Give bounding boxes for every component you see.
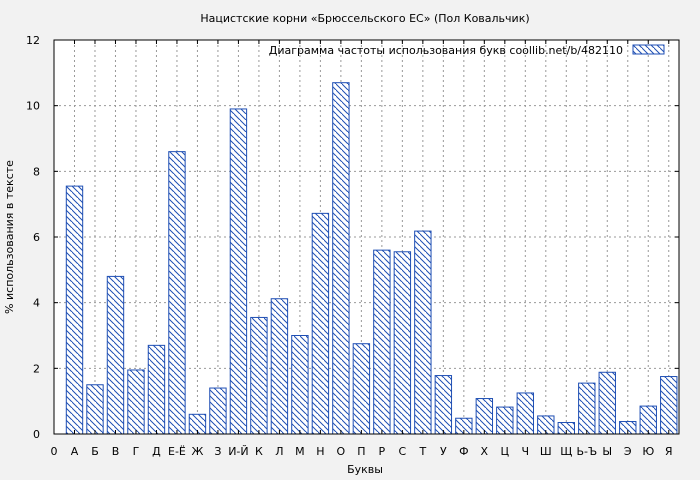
bar	[332, 82, 350, 435]
grid-lines	[54, 40, 679, 434]
x-tick-label: Ч	[522, 445, 530, 458]
legend-swatch	[632, 44, 665, 55]
x-tick-label: С	[399, 445, 407, 458]
x-tick-label: Ь-Ъ	[576, 445, 597, 458]
bar	[414, 230, 432, 435]
x-tick-label: Э	[624, 445, 632, 458]
x-tick-label: Г	[133, 445, 140, 458]
y-tick-label: 2	[33, 362, 40, 375]
bar	[291, 335, 309, 435]
bar	[209, 387, 227, 435]
y-tick-label: 12	[26, 34, 40, 47]
x-tick-label: Ф	[459, 445, 468, 458]
x-tick-label: А	[71, 445, 79, 458]
x-tick-label: Ж	[192, 445, 204, 458]
legend: Диаграмма частоты использования букв coo…	[269, 44, 665, 57]
x-tick-label: Е-Ё	[168, 445, 186, 458]
bar	[516, 392, 535, 435]
x-tick-label: О	[337, 445, 346, 458]
x-tick-label: Б	[91, 445, 99, 458]
bar	[352, 343, 371, 435]
x-tick-label: М	[295, 445, 305, 458]
bar	[311, 212, 330, 435]
bar	[434, 375, 453, 435]
bar	[127, 369, 145, 435]
chart-title: Нацистские корни «Брюссельского ЕС» (Пол…	[200, 12, 529, 25]
y-axis: 0 2 4 6 8 10 12	[26, 34, 679, 441]
x-tick-label: И-Й	[228, 445, 248, 458]
x-axis-title: Буквы	[347, 463, 383, 476]
x-tick-label: Л	[275, 445, 283, 458]
x-tick-label: 0	[51, 445, 58, 458]
x-tick-label: У	[440, 445, 447, 458]
x-tick-label: Щ	[560, 445, 572, 458]
bar	[578, 382, 596, 435]
x-tick-label: Ю	[642, 445, 654, 458]
bar	[250, 316, 268, 435]
y-tick-label: 6	[33, 231, 40, 244]
bar	[639, 405, 657, 435]
legend-label: Диаграмма частоты использования букв coo…	[269, 44, 623, 57]
x-tick-label: Я	[665, 445, 673, 458]
bar	[229, 108, 248, 435]
x-tick-label: Ш	[540, 445, 552, 458]
bar	[106, 275, 125, 435]
y-tick-label: 0	[33, 428, 40, 441]
bar	[270, 298, 289, 435]
x-tick-label: Т	[418, 445, 426, 458]
x-tick-label: Ц	[501, 445, 510, 458]
y-tick-label: 4	[33, 297, 40, 310]
x-tick-label: Р	[379, 445, 386, 458]
x-tick-label: Н	[316, 445, 324, 458]
bar	[475, 398, 494, 435]
x-tick-label: З	[214, 445, 221, 458]
bar	[393, 251, 412, 435]
x-axis: 0 А Б В Г Д Е-Ё Ж З И-Й К Л М Н О П Р С Т У Ф Х Ц Ч Ш Щ Ь-Ъ Ы Э Ю Я	[51, 40, 673, 458]
x-tick-label: Ы	[602, 445, 612, 458]
bar	[168, 151, 186, 435]
bar	[373, 249, 391, 435]
x-tick-label: Д	[152, 445, 161, 458]
x-tick-label: Х	[481, 445, 489, 458]
bar	[598, 371, 616, 435]
x-tick-label: П	[357, 445, 365, 458]
bar	[86, 384, 104, 435]
bar	[660, 376, 678, 435]
y-tick-label: 10	[26, 100, 40, 113]
x-tick-label: К	[255, 445, 263, 458]
bar	[147, 344, 166, 435]
y-axis-title: % использования в тексте	[3, 160, 16, 314]
bar	[496, 406, 514, 435]
bars	[65, 82, 678, 435]
y-tick-label: 8	[33, 165, 40, 178]
bar	[65, 185, 84, 435]
x-tick-label: В	[112, 445, 120, 458]
